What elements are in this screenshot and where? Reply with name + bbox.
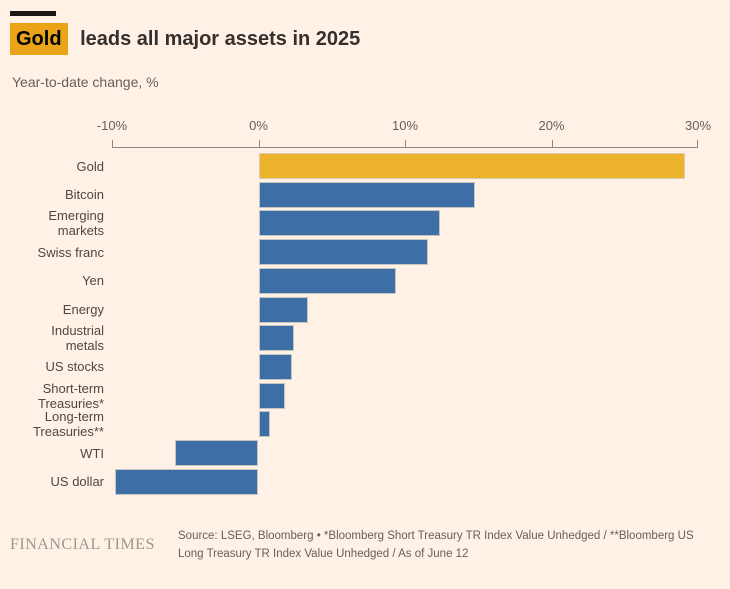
x-axis-tick-mark xyxy=(405,140,406,148)
bar-bitcoin xyxy=(258,181,476,208)
category-label: Energy xyxy=(62,302,104,317)
x-axis-tick-label: -10% xyxy=(96,118,128,133)
bar-industrial-metals xyxy=(258,325,294,352)
title-highlight-chip: Gold xyxy=(10,23,68,55)
category-label: US stocks xyxy=(45,359,104,375)
bar-yen xyxy=(258,267,397,294)
bar-us-dollar xyxy=(114,468,259,495)
bar-short-term-treasuries xyxy=(258,382,285,409)
category-label: Short-term Treasuries* xyxy=(38,380,104,411)
bar-swiss-franc xyxy=(258,239,429,266)
bar-us-stocks xyxy=(258,353,293,380)
title-text: leads all major assets in 2025 xyxy=(80,28,361,50)
chart-subtitle: Year-to-date change, % xyxy=(12,74,159,90)
x-axis-tick-mark xyxy=(112,140,113,148)
category-label: Industrial metals xyxy=(51,323,104,354)
x-axis-tick-label: 0% xyxy=(249,118,268,133)
x-axis-tick-mark xyxy=(258,140,260,148)
x-axis-tick-mark xyxy=(551,140,553,148)
bar-emerging-markets xyxy=(258,210,441,237)
source-note: Source: LSEG, Bloomberg • *Bloomberg Sho… xyxy=(178,530,694,560)
bar-energy xyxy=(258,296,309,323)
category-label: US dollar xyxy=(50,474,104,490)
x-axis-tick-label: 10% xyxy=(391,118,419,133)
bar-long-term-treasuries xyxy=(258,411,271,438)
chart-title: Gold leads all major assets in 2025 xyxy=(10,23,360,55)
category-label: Long-term Treasuries** xyxy=(32,409,104,440)
bar-wti xyxy=(174,440,259,466)
category-label: WTI xyxy=(80,445,104,461)
category-label: Yen xyxy=(82,273,104,289)
ft-top-rule xyxy=(10,11,56,16)
plot-area: -10% 0% 10% 20% 30% xyxy=(97,0,711,510)
x-axis-tick-mark xyxy=(697,140,698,148)
category-label: Swiss franc xyxy=(37,244,104,260)
x-axis-tick-label: 30% xyxy=(684,118,712,133)
x-axis-tick-label: 20% xyxy=(538,118,565,133)
category-label: Bitcoin xyxy=(64,187,104,203)
category-label: Emerging markets xyxy=(48,208,104,239)
bar-gold xyxy=(258,153,685,179)
category-label: Gold xyxy=(76,158,104,174)
ft-logo: FINANCIAL TIMES xyxy=(10,536,155,553)
